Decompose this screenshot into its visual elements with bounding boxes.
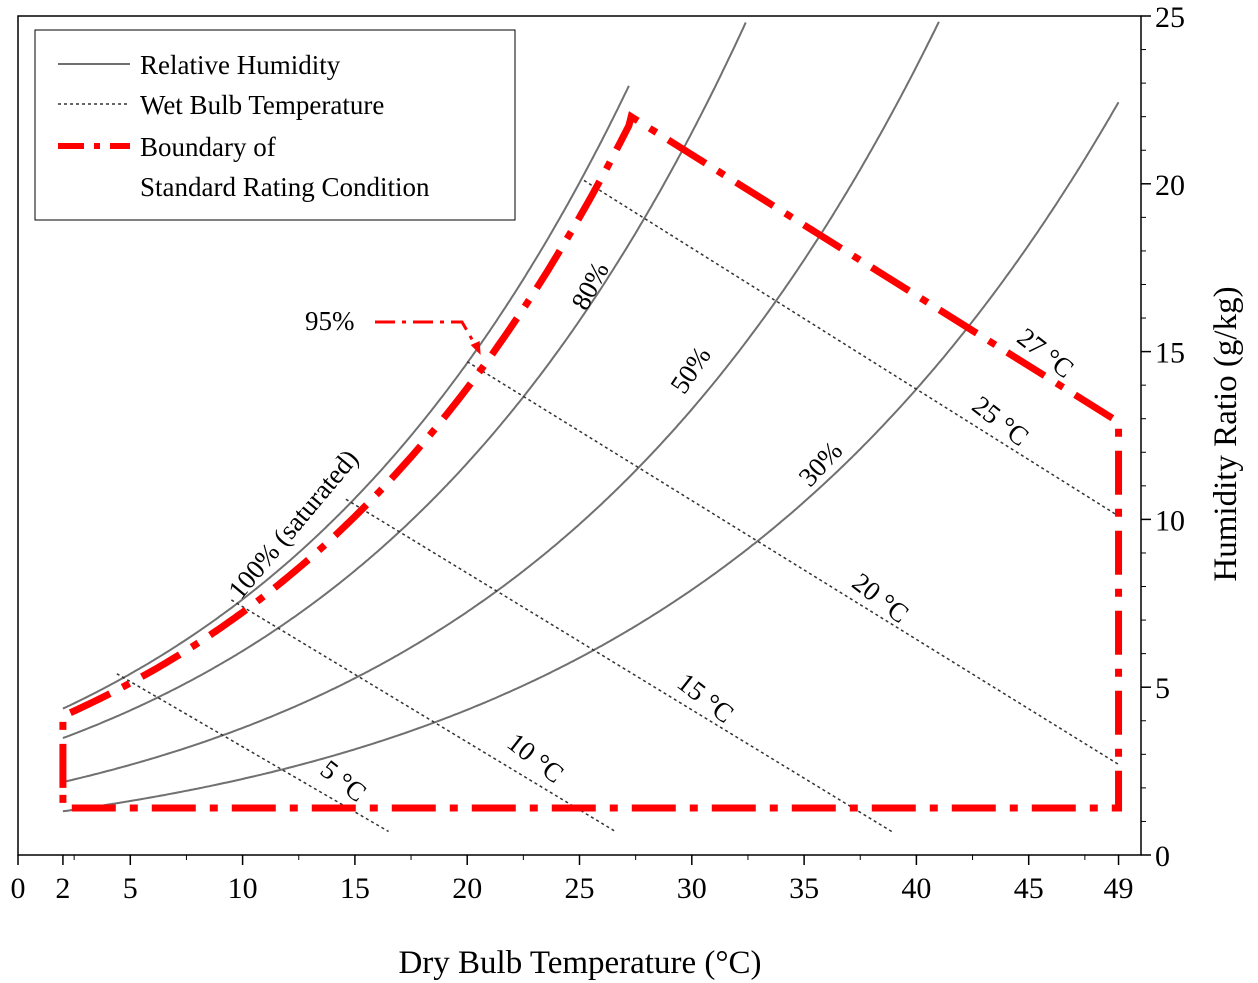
rh-label-4: 30% <box>793 436 849 493</box>
x-tick-label-6: 25 <box>565 872 595 905</box>
x-tick-label-3: 10 <box>228 872 258 905</box>
rh-curve-2 <box>62 22 747 740</box>
curve-labels: 100% (saturated)80%50%30%5 °C 10 °C15 °C2… <box>222 257 1079 808</box>
annotation-95-arrowhead <box>470 340 481 355</box>
x-tick-label-11: 49 <box>1104 872 1134 905</box>
x-tick-label-4: 15 <box>340 872 370 905</box>
y-tick-label-1: 5 <box>1155 672 1170 705</box>
x-tick-label-8: 35 <box>789 872 819 905</box>
legend-label-boundary-line2: Standard Rating Condition <box>140 172 430 202</box>
annotation-95-leader <box>375 320 480 352</box>
x-tick-label-7: 30 <box>677 872 707 905</box>
x-tick-label-2: 5 <box>123 872 138 905</box>
boundary-path <box>59 111 1123 812</box>
wet-bulb-lines <box>116 179 1119 833</box>
x-tick-label-1: 2 <box>55 872 70 905</box>
legend: Relative Humidity Wet Bulb Temperature B… <box>34 29 516 221</box>
y-axis: 0 5 10 15 20 25 <box>1141 1 1185 873</box>
legend-label-wet-bulb: Wet Bulb Temperature <box>140 90 384 120</box>
rh-curve-3 <box>62 21 940 784</box>
y-axis-title: Humidity Ratio (g/kg) <box>1208 286 1244 581</box>
wet-bulb-line-1 <box>230 599 616 833</box>
y-tick-label-5: 25 <box>1155 1 1185 34</box>
rh-curve-4 <box>62 101 1120 813</box>
y-tick-label-2: 10 <box>1155 504 1185 537</box>
wet-bulb-label-3: 20 °C <box>847 567 915 629</box>
wet-bulb-label-1: 10 °C <box>502 727 570 789</box>
wet-bulb-line-2 <box>345 498 893 833</box>
rh-curve-0 <box>62 85 630 710</box>
relative-humidity-curves <box>62 21 1120 813</box>
x-tick-label-10: 45 <box>1014 872 1044 905</box>
y-tick-label-3: 15 <box>1155 337 1185 370</box>
x-axis-title: Dry Bulb Temperature (°C) <box>398 945 761 981</box>
x-axis: 0 2 5 10 15 20 25 30 35 40 45 49 <box>11 855 1134 905</box>
legend-label-boundary: Boundary of <box>140 132 276 162</box>
annotation-95-label: 95% <box>305 306 355 336</box>
legend-box <box>34 29 516 221</box>
wet-bulb-line-0 <box>116 673 389 833</box>
standard-rating-boundary: 95% <box>59 111 1123 812</box>
rh-label-2: 80% <box>565 257 615 315</box>
y-tick-label-0: 0 <box>1155 840 1170 873</box>
wet-bulb-label-5: 27 °C <box>1012 322 1080 384</box>
wet-bulb-label-0: 5 °C <box>315 754 372 808</box>
x-tick-label-0: 0 <box>11 872 26 905</box>
x-tick-label-5: 20 <box>452 872 482 905</box>
legend-label-relative-humidity: Relative Humidity <box>140 50 341 80</box>
y-tick-label-4: 20 <box>1155 169 1185 202</box>
x-tick-label-9: 40 <box>901 872 931 905</box>
wet-bulb-label-2: 15 °C <box>672 667 740 729</box>
wet-bulb-line-3 <box>466 361 1119 766</box>
